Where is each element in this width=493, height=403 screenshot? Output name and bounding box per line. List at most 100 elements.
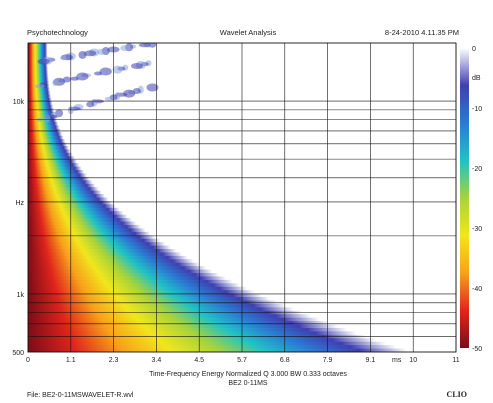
heatmap-row bbox=[28, 108, 54, 113]
heatmap-blob bbox=[70, 76, 79, 81]
x-tick-labels: 0 1.1 2.3 3.4 4.5 5.7 6.8 7.9 9.1 10 11 bbox=[26, 357, 460, 364]
colorbar-tick-label: 0 bbox=[472, 46, 476, 53]
heatmap-row bbox=[28, 255, 188, 260]
y-tick-labels: 10k Hz 1k 500 bbox=[12, 99, 24, 357]
heatmap-row bbox=[28, 269, 213, 274]
colorbar-tick-label: -30 bbox=[472, 226, 482, 233]
heatmap-row bbox=[28, 314, 311, 319]
heatmap-row bbox=[28, 290, 255, 295]
heatmap-row bbox=[28, 228, 146, 233]
x-unit-label: ms bbox=[392, 357, 402, 364]
heatmap-row bbox=[28, 297, 270, 302]
heatmap-row bbox=[28, 115, 56, 120]
x-tick-label: 2.3 bbox=[109, 357, 119, 364]
heatmap-row bbox=[28, 125, 60, 130]
heatmap-blob bbox=[37, 58, 50, 65]
heatmap-row bbox=[28, 283, 240, 288]
colorbar-unit: dB bbox=[472, 75, 481, 82]
heatmap-row bbox=[28, 279, 233, 284]
colorbar-tick-label: -10 bbox=[472, 106, 482, 113]
heatmap-row bbox=[28, 97, 52, 102]
heatmap-row bbox=[28, 180, 93, 185]
x-tick-label: 0 bbox=[26, 357, 30, 364]
heatmap-row bbox=[28, 200, 113, 205]
x-tick-label: 3.4 bbox=[152, 357, 162, 364]
heatmap-row bbox=[28, 194, 105, 199]
heatmap-row bbox=[28, 207, 120, 212]
heatmap-row bbox=[28, 183, 96, 188]
heatmap-row bbox=[28, 80, 50, 85]
header-timestamp: 8-24-2010 4.11.35 PM bbox=[384, 28, 459, 37]
x-tick-label: 4.5 bbox=[194, 357, 204, 364]
heatmap-blob bbox=[60, 56, 67, 61]
heatmap-row bbox=[28, 94, 51, 99]
heatmap-row bbox=[28, 135, 64, 140]
heatmap-row bbox=[28, 132, 63, 137]
heatmap-row bbox=[28, 53, 48, 58]
y-tick-label: 10k bbox=[13, 99, 25, 106]
heatmap-row bbox=[28, 293, 262, 298]
x-tick-label: 7.9 bbox=[323, 357, 333, 364]
heatmap-row bbox=[28, 307, 294, 312]
heatmap-blob bbox=[146, 83, 159, 92]
heatmap-blob bbox=[112, 65, 123, 74]
colorbar-tick-label: -40 bbox=[472, 286, 482, 293]
heatmap-blob bbox=[52, 79, 59, 86]
heatmap-row bbox=[28, 249, 177, 254]
heatmap-row bbox=[28, 218, 132, 223]
heatmap-blob bbox=[120, 45, 131, 52]
heatmap-row bbox=[28, 238, 161, 243]
heatmap-row bbox=[28, 91, 51, 96]
heatmap-row bbox=[28, 149, 71, 154]
heatmap-row bbox=[28, 139, 66, 144]
heatmap-row bbox=[28, 187, 99, 192]
header-left-label: Psychotechnology bbox=[27, 28, 88, 37]
heatmap-row bbox=[28, 211, 124, 216]
heatmap-row bbox=[28, 221, 137, 226]
heatmap-row bbox=[28, 121, 59, 126]
heatmap-row bbox=[28, 348, 407, 352]
heatmap-row bbox=[28, 104, 54, 109]
heatmap-row bbox=[28, 245, 171, 250]
x-tick-label: 1.1 bbox=[66, 357, 76, 364]
x-tick-label: 6.8 bbox=[280, 357, 290, 364]
colorbar bbox=[460, 48, 469, 348]
heatmap-blob bbox=[86, 101, 95, 108]
heatmap-row bbox=[28, 46, 48, 51]
heatmap-blob bbox=[138, 43, 151, 48]
brand-logo-text: CLIO bbox=[446, 390, 467, 399]
heatmap-row bbox=[28, 331, 357, 336]
heatmap-row bbox=[28, 87, 50, 92]
heatmap-row bbox=[28, 235, 156, 240]
heatmap-row bbox=[28, 176, 90, 181]
heatmap-row bbox=[28, 338, 376, 343]
grid-layer bbox=[27, 42, 457, 353]
heatmap-row bbox=[28, 266, 207, 271]
x-tick-label: 10 bbox=[409, 357, 417, 364]
x-tick-label: 5.7 bbox=[237, 357, 247, 364]
heatmap-row bbox=[28, 163, 80, 168]
heatmap-blob bbox=[123, 89, 136, 98]
heatmap-row bbox=[28, 63, 48, 68]
heatmap-row bbox=[28, 321, 329, 326]
heatmap-row bbox=[28, 43, 48, 48]
heatmap-row bbox=[28, 73, 49, 78]
heatmap-row bbox=[28, 242, 166, 247]
heatmap-blob bbox=[130, 62, 143, 69]
heatmap-row bbox=[28, 159, 77, 164]
heatmap-row bbox=[28, 231, 151, 236]
chart-title: Wavelet Analysis bbox=[219, 28, 277, 37]
heatmap-row bbox=[28, 204, 116, 209]
heatmap-row bbox=[28, 252, 182, 257]
heatmap-row bbox=[28, 170, 85, 175]
y-tick-label: 500 bbox=[12, 350, 24, 357]
colorbar-tick-labels: 0 -10 -20 -30 -40 -50 bbox=[472, 46, 482, 353]
heatmap-row bbox=[28, 49, 48, 54]
heatmap-row bbox=[28, 101, 53, 106]
heatmap-blob bbox=[94, 71, 103, 76]
heatmap-row bbox=[28, 142, 67, 147]
x-tick-label: 11 bbox=[452, 357, 459, 364]
heatmap-row bbox=[28, 118, 57, 123]
heatmap-blob bbox=[96, 48, 107, 55]
